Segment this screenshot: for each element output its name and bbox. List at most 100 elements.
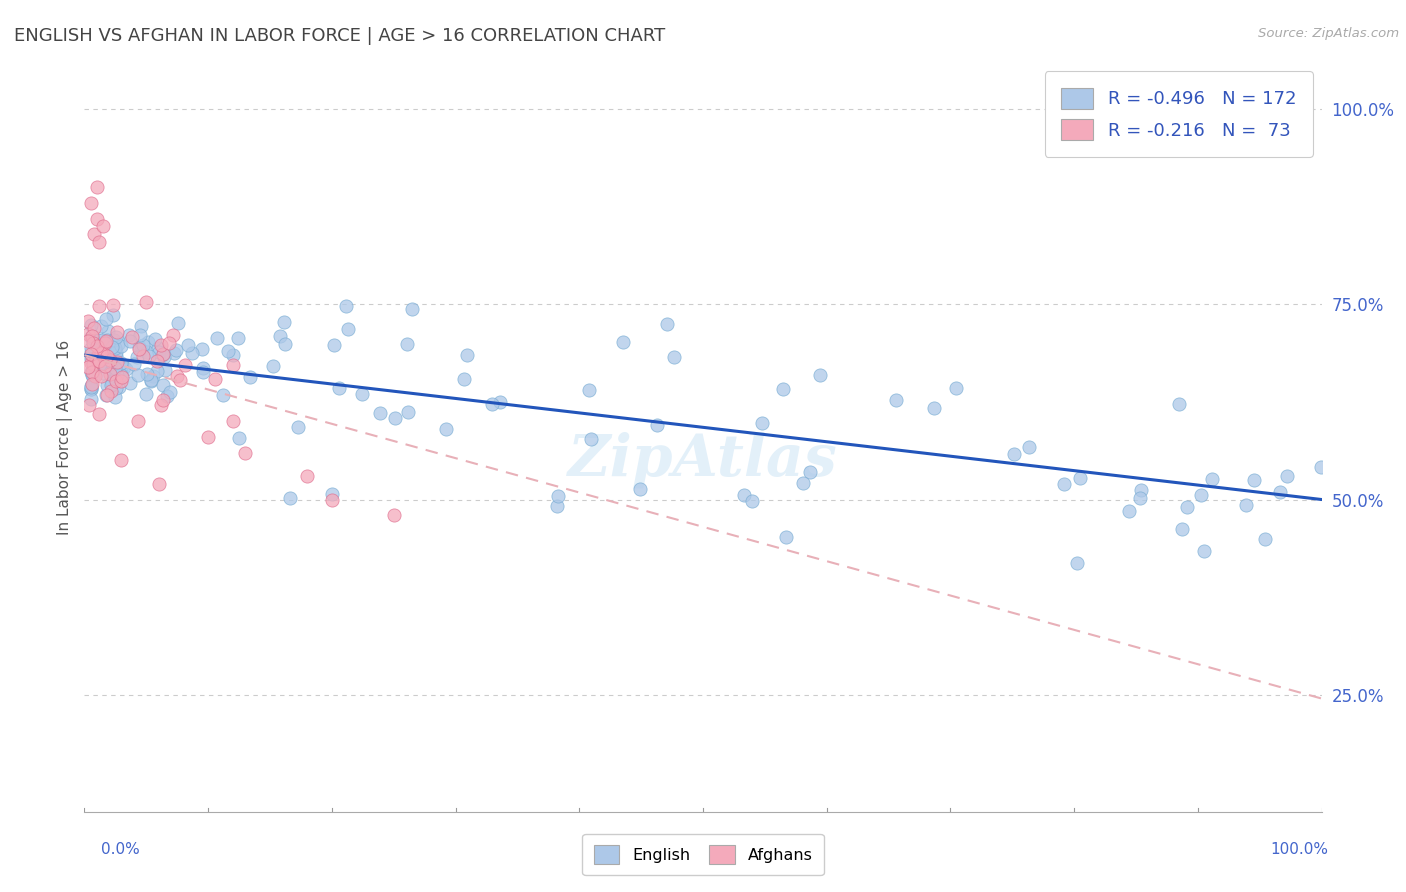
Point <box>107 380 129 394</box>
Point <box>79 341 101 355</box>
Point <box>143 332 166 346</box>
Text: ZipAtlas: ZipAtlas <box>568 432 838 488</box>
Point <box>239 370 262 384</box>
Point <box>204 372 226 386</box>
Point <box>83 227 105 241</box>
Point <box>105 368 128 382</box>
Point <box>96 388 118 402</box>
Point <box>83 362 105 376</box>
Point <box>579 433 602 447</box>
Point <box>97 324 120 338</box>
Point <box>205 331 228 345</box>
Point <box>91 366 114 380</box>
Point <box>190 343 212 357</box>
Point <box>91 359 114 373</box>
Point <box>191 365 214 379</box>
Point <box>1129 491 1152 505</box>
Point <box>118 334 141 348</box>
Point <box>110 368 132 383</box>
Point <box>328 381 350 395</box>
Point <box>1002 447 1025 461</box>
Point <box>153 363 176 377</box>
Point <box>86 180 108 194</box>
Point <box>100 376 122 391</box>
Point <box>86 333 108 347</box>
Point <box>741 494 763 508</box>
Point <box>100 354 122 368</box>
Point <box>107 368 129 383</box>
Point <box>118 328 141 343</box>
Point <box>146 341 169 355</box>
Point <box>80 330 103 344</box>
Point <box>481 397 503 411</box>
Point <box>166 369 188 384</box>
Point <box>772 383 794 397</box>
Point <box>87 354 110 368</box>
Point <box>228 331 250 345</box>
Point <box>98 352 121 367</box>
Point <box>751 417 773 431</box>
Point <box>87 346 110 360</box>
Point <box>100 366 122 380</box>
Point <box>1118 504 1140 518</box>
Point <box>146 364 169 378</box>
Point <box>274 337 297 351</box>
Point <box>110 453 132 467</box>
Point <box>83 368 105 383</box>
Point <box>335 299 357 313</box>
Point <box>138 349 160 363</box>
Point <box>1066 556 1088 570</box>
Point <box>79 382 101 396</box>
Point <box>456 348 478 362</box>
Point <box>79 195 101 210</box>
Point <box>80 365 103 379</box>
Point <box>136 344 159 359</box>
Point <box>287 420 309 434</box>
Point <box>118 376 141 390</box>
Point <box>217 343 239 358</box>
Point <box>212 388 235 402</box>
Point <box>101 308 124 322</box>
Point <box>153 350 176 364</box>
Point <box>82 377 104 392</box>
Point <box>105 381 128 395</box>
Point <box>1189 488 1212 502</box>
Point <box>775 531 797 545</box>
Point <box>121 330 143 344</box>
Point <box>112 360 135 375</box>
Point <box>79 383 101 397</box>
Point <box>104 361 127 376</box>
Point <box>142 368 165 383</box>
Point <box>1277 469 1299 483</box>
Point <box>96 333 118 347</box>
Point <box>104 390 127 404</box>
Point <box>149 397 172 411</box>
Point <box>128 342 150 356</box>
Point <box>90 369 112 384</box>
Point <box>86 351 108 365</box>
Point <box>152 347 174 361</box>
Point <box>228 431 250 445</box>
Point <box>86 211 108 226</box>
Point <box>110 375 132 389</box>
Point <box>105 355 128 369</box>
Point <box>166 316 188 330</box>
Point <box>132 349 155 363</box>
Point <box>146 354 169 368</box>
Point <box>82 335 104 350</box>
Point <box>103 333 125 347</box>
Point <box>103 346 125 360</box>
Point <box>135 294 157 309</box>
Point <box>79 344 101 359</box>
Point <box>90 318 112 333</box>
Point <box>89 299 111 313</box>
Point <box>105 345 128 359</box>
Point <box>149 338 172 352</box>
Point <box>1309 459 1331 474</box>
Point <box>94 359 117 373</box>
Point <box>165 343 187 357</box>
Point <box>163 346 186 360</box>
Point <box>273 315 295 329</box>
Point <box>269 328 291 343</box>
Point <box>84 358 107 372</box>
